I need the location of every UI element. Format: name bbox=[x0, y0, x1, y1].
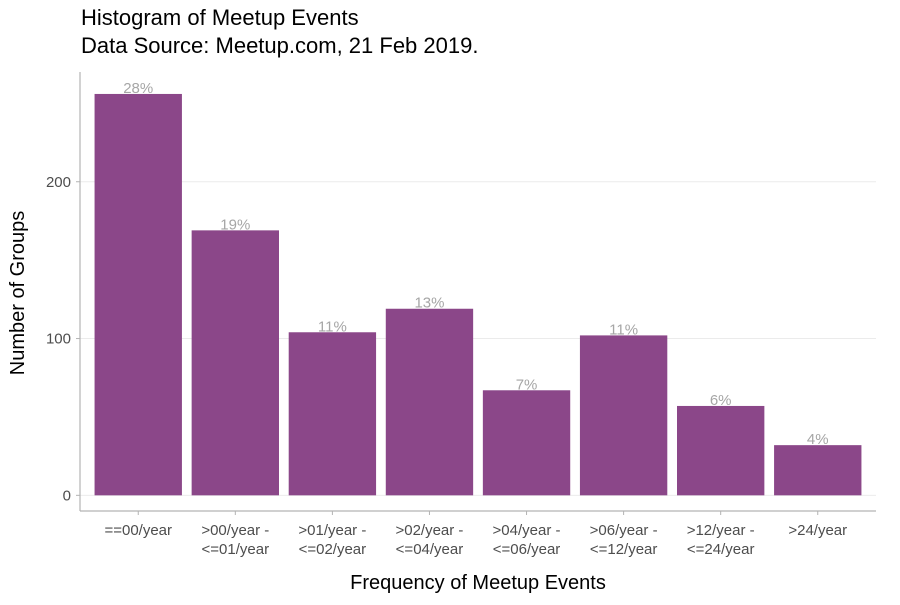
x-tick-label: ==00/year bbox=[104, 522, 172, 539]
x-tick-label: >04/year -<=06/year bbox=[493, 522, 561, 558]
x-tick-labels: ==00/year >00/year -<=01/year >01/year -<=… bbox=[104, 522, 847, 558]
data-label: 28% bbox=[123, 80, 153, 97]
y-tick-labels: 0 100 200 bbox=[46, 174, 71, 505]
data-label: 6% bbox=[710, 392, 732, 409]
x-tick-label: >01/year -<=02/year bbox=[298, 522, 366, 558]
data-label: 11% bbox=[318, 318, 347, 335]
data-label: 13% bbox=[414, 295, 444, 312]
chart-subtitle: Data Source: Meetup.com, 21 Feb 2019. bbox=[81, 33, 478, 58]
data-label: 11% bbox=[609, 321, 638, 338]
data-label: 7% bbox=[516, 376, 538, 393]
x-tick-label: >06/year -<=12/year bbox=[590, 522, 658, 558]
bar bbox=[677, 405, 765, 496]
axes bbox=[76, 72, 876, 515]
y-tick-label: 0 bbox=[63, 487, 71, 504]
x-axis-label: Frequency of Meetup Events bbox=[350, 572, 606, 594]
x-tick-label: >24/year bbox=[788, 522, 847, 539]
bars bbox=[94, 93, 862, 496]
x-tick-label: >00/year -<=01/year bbox=[201, 522, 269, 558]
bar bbox=[482, 390, 571, 496]
y-tick-label: 100 bbox=[46, 331, 71, 348]
bar bbox=[385, 308, 474, 496]
chart-title: Histogram of Meetup Events bbox=[81, 5, 359, 30]
x-tick-label: >12/year -<=24/year bbox=[687, 522, 755, 558]
bar bbox=[94, 93, 182, 496]
data-label: 4% bbox=[807, 431, 829, 448]
bar bbox=[191, 230, 279, 496]
bar bbox=[288, 332, 377, 496]
y-axis-label: Number of Groups bbox=[7, 211, 29, 376]
x-tick-label: >02/year -<=04/year bbox=[395, 522, 463, 558]
bar bbox=[579, 335, 668, 496]
y-tick-label: 200 bbox=[46, 174, 71, 191]
bar bbox=[774, 445, 862, 496]
data-label: 19% bbox=[220, 216, 250, 233]
data-labels: 28% 19% 11% 13% 7% 11% 6% 4% bbox=[123, 80, 828, 448]
